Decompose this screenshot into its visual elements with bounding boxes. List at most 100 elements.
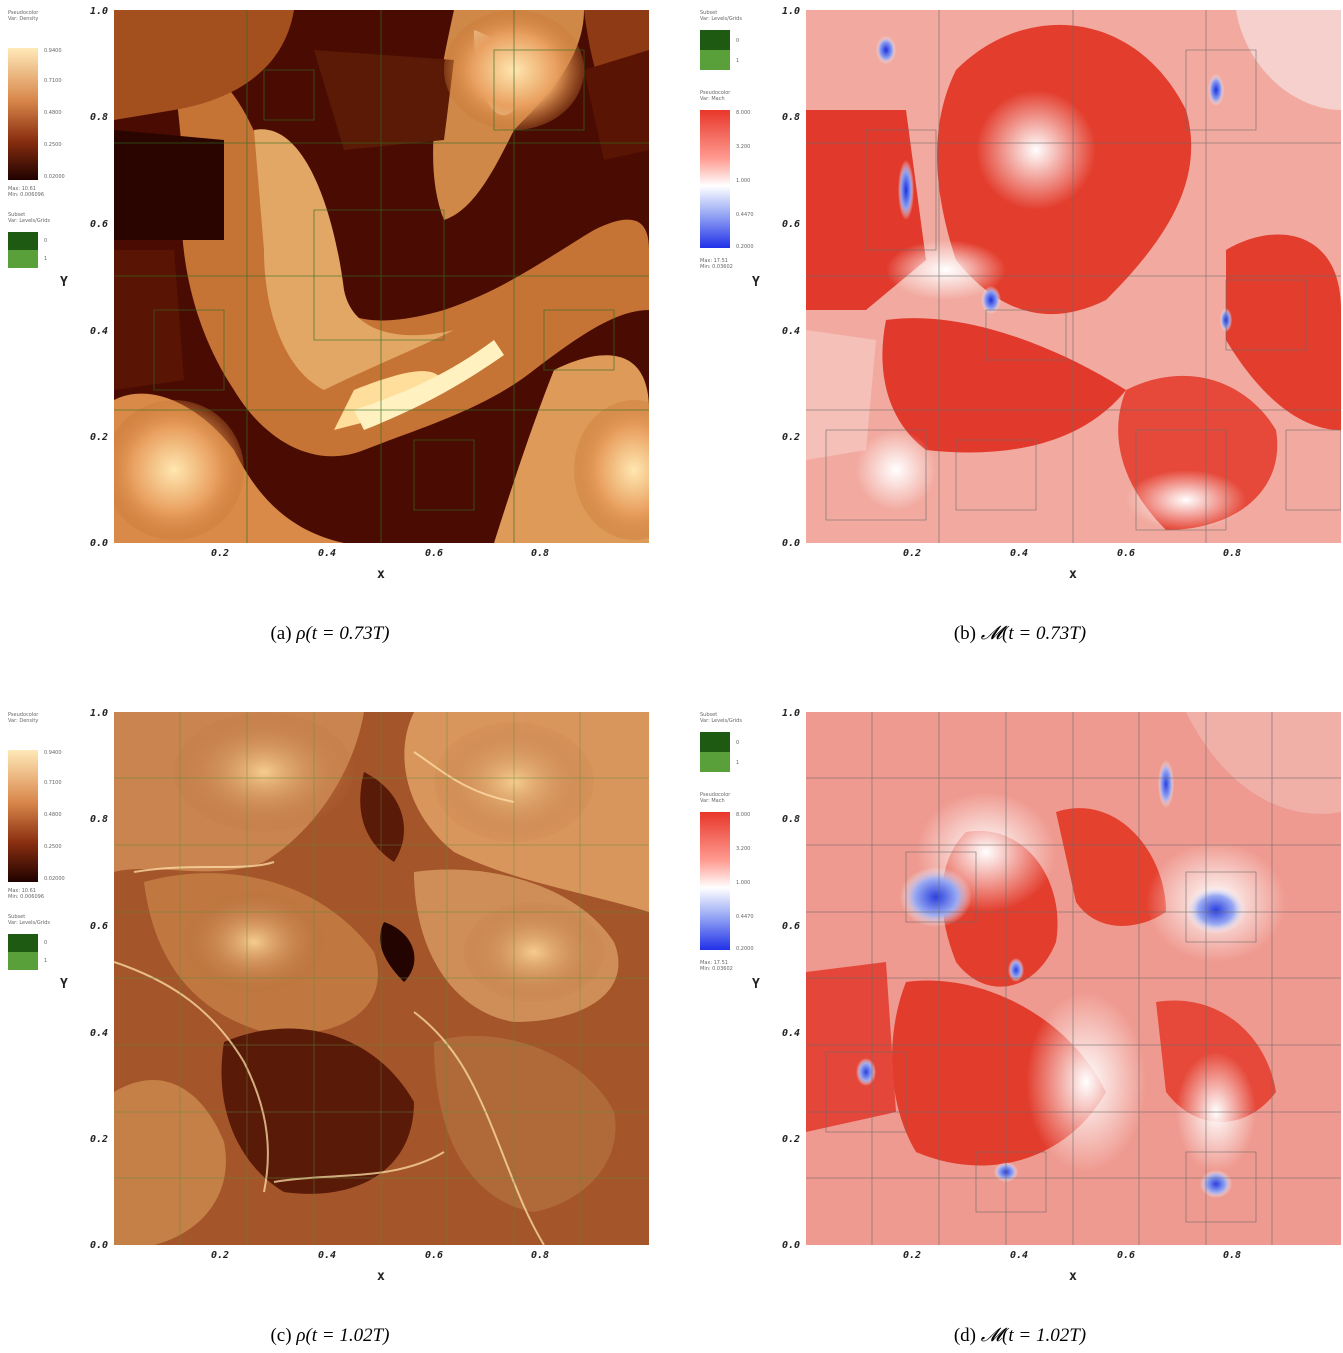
caption-label: (c) <box>270 1325 297 1346</box>
caption-c: (c) ρ(t = 1.02T) <box>80 1325 580 1347</box>
mesh-colorbar <box>8 232 38 268</box>
mach-field-image <box>806 10 1341 543</box>
legend-tick: 0.2000 <box>736 244 754 250</box>
x-tick-label: 0.4 <box>317 1250 337 1261</box>
y-tick-label: 0.6 <box>781 219 800 230</box>
y-tick-label: 0.0 <box>781 1240 800 1251</box>
y-tick-label: 0.4 <box>89 1028 108 1039</box>
density-field-plot <box>114 10 649 543</box>
caption-d: (d) 𝓜(t = 1.02T) <box>770 1325 1270 1347</box>
legend-tick: 0.4470 <box>736 212 754 218</box>
mesh-legend-title: Subset Var: Levels/Grids <box>700 712 742 724</box>
y-tick-label: 0.8 <box>89 814 108 825</box>
legend-tick: 3.200 <box>736 144 751 150</box>
y-tick-label: 0.2 <box>89 432 108 443</box>
y-tick-label: 0.6 <box>89 219 108 230</box>
y-tick-label: 0.8 <box>89 112 108 123</box>
x-axis-name: x <box>377 1269 385 1284</box>
legend-tick: 0.4800 <box>44 812 62 818</box>
legend-tick: 0.02000 <box>44 174 65 180</box>
mesh-colorbar <box>8 934 38 970</box>
legend-tick: 0.02000 <box>44 876 65 882</box>
x-tick-label: 0.6 <box>424 1250 444 1261</box>
x-tick-label: 0.8 <box>1222 548 1242 559</box>
legend-title: Pseudocolor Var: Mach <box>700 792 731 804</box>
y-tick-label: 0.6 <box>781 921 800 932</box>
legend-tick: 1.000 <box>736 178 751 184</box>
caption-symbol: ρ <box>296 1325 306 1346</box>
y-axis-name: Y <box>60 977 68 992</box>
legend-tick: 1.000 <box>736 880 751 886</box>
y-tick-label: 1.0 <box>781 6 800 17</box>
x-tick-label: 0.6 <box>1116 1250 1136 1261</box>
colorbar <box>700 812 730 950</box>
mach-field-plot <box>806 10 1341 543</box>
x-axis-name: x <box>377 567 385 582</box>
x-axis-name: x <box>1069 567 1077 582</box>
y-tick-label: 0.4 <box>781 326 800 337</box>
mesh-colorbar <box>700 30 730 70</box>
caption-label: (a) <box>270 623 297 644</box>
legend-tick: 0.7100 <box>44 780 62 786</box>
mesh-legend: Subset Var: Levels/Grids 0 1 Pseudocolor… <box>700 10 800 270</box>
legend-title: Pseudocolor Var: Density <box>8 10 39 22</box>
x-tick-label: 0.4 <box>317 548 337 559</box>
x-tick-label: 0.8 <box>530 548 550 559</box>
caption-symbol: 𝓜 <box>980 623 1003 644</box>
x-axis-name: x <box>1069 1269 1077 1284</box>
mesh-tick: 0 <box>736 38 740 44</box>
density-field-plot <box>114 712 649 1245</box>
legend-tick: 0.4800 <box>44 110 62 116</box>
mesh-legend-title: Subset Var: Levels/Grids <box>700 10 742 22</box>
legend-tick: 0.2500 <box>44 142 62 148</box>
legend-tick: 8.000 <box>736 110 751 116</box>
legend-tick: 8.000 <box>736 812 751 818</box>
caption-symbol: 𝓜 <box>980 1325 1003 1346</box>
legend-title: Pseudocolor Var: Mach <box>700 90 731 102</box>
x-tick-label: 0.4 <box>1009 1250 1029 1261</box>
legend-tick: 0.7100 <box>44 78 62 84</box>
mach-field-plot <box>806 712 1341 1245</box>
y-axis-name: Y <box>752 977 760 992</box>
colorbar <box>8 750 38 882</box>
y-axis-name: Y <box>752 275 760 290</box>
mesh-legend-title: Subset Var: Levels/Grids <box>8 914 50 926</box>
colorbar <box>8 48 38 180</box>
x-tick-label: 0.8 <box>530 1250 550 1261</box>
y-tick-label: 1.0 <box>89 6 108 17</box>
density-field-image <box>114 10 649 543</box>
caption-args: (t = 0.73T) <box>1002 623 1087 644</box>
y-tick-label: 1.0 <box>781 708 800 719</box>
y-tick-label: 0.0 <box>89 1240 108 1251</box>
density-legend: Pseudocolor Var: Density 0.9400 0.7100 0… <box>8 10 108 268</box>
x-tick-label: 0.2 <box>902 1250 922 1261</box>
y-tick-label: 0.4 <box>89 326 108 337</box>
caption-a: (a) ρ(t = 0.73T) <box>80 623 580 645</box>
mesh-tick: 0 <box>44 238 48 244</box>
y-tick-label: 0.6 <box>89 921 108 932</box>
legend-tick: 0.2000 <box>736 946 754 952</box>
mesh-tick: 0 <box>736 740 740 746</box>
y-tick-label: 0.8 <box>781 112 800 123</box>
caption-args: (t = 0.73T) <box>305 623 390 644</box>
mesh-colorbar <box>700 732 730 772</box>
y-tick-label: 0.0 <box>89 538 108 549</box>
caption-label: (b) <box>953 623 981 644</box>
legend-extrema: Max: 10.61 Min: 0.006096 <box>8 888 45 900</box>
y-tick-label: 0.2 <box>781 432 800 443</box>
legend-extrema: Max: 17.51 Min: 0.03602 <box>700 960 733 972</box>
legend-tick: 3.200 <box>736 846 751 852</box>
y-tick-label: 1.0 <box>89 708 108 719</box>
caption-args: (t = 1.02T) <box>305 1325 390 1346</box>
y-tick-label: 0.4 <box>781 1028 800 1039</box>
mesh-tick: 1 <box>44 958 48 964</box>
mesh-legend-title: Subset Var: Levels/Grids <box>8 212 50 224</box>
x-tick-label: 0.2 <box>902 548 922 559</box>
legend-tick: 0.9400 <box>44 48 62 54</box>
y-axis-name: Y <box>60 275 68 290</box>
legend-title: Pseudocolor Var: Density <box>8 712 39 724</box>
y-tick-label: 0.2 <box>781 1134 800 1145</box>
legend-extrema: Max: 17.51 Min: 0.03602 <box>700 258 733 270</box>
caption-b: (b) 𝓜(t = 0.73T) <box>770 623 1270 645</box>
legend-tick: 0.9400 <box>44 750 62 756</box>
